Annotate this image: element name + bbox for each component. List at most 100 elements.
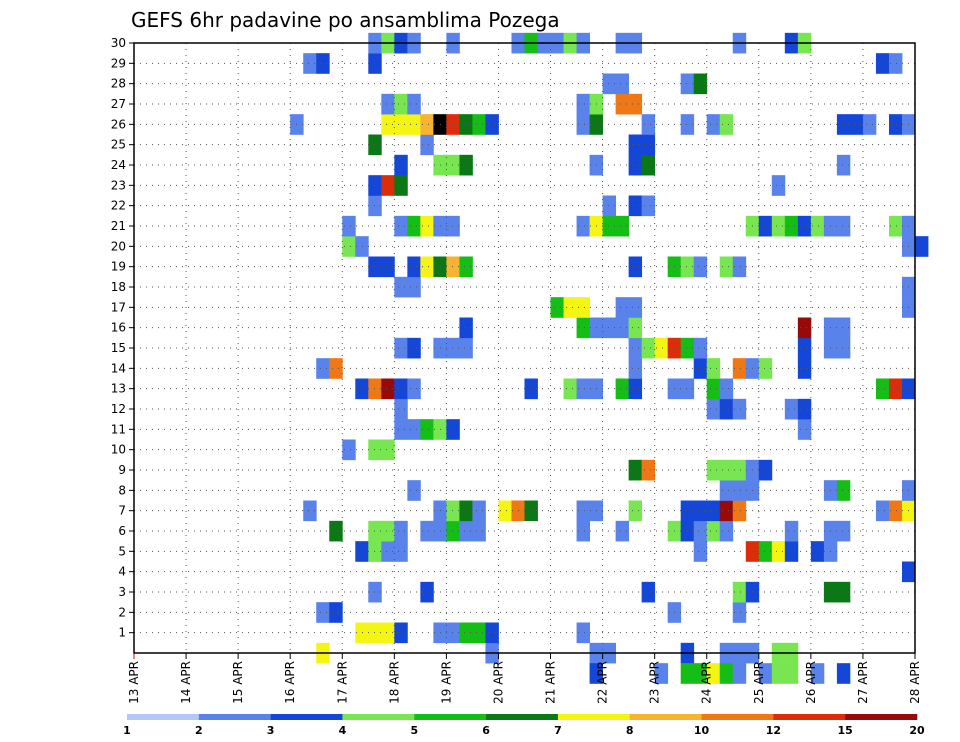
colorbar-tick-label: 20 (909, 724, 925, 737)
data-cell (368, 581, 382, 603)
data-cell (797, 358, 812, 379)
data-cell (576, 520, 590, 542)
data-cell (784, 663, 799, 684)
data-cell (836, 317, 851, 339)
data-cell (472, 520, 486, 542)
data-cell (459, 500, 473, 522)
data-cell (797, 215, 812, 237)
y-tick-label: 19 (111, 260, 126, 274)
data-cell (680, 663, 695, 684)
data-cell (381, 175, 395, 196)
data-cell (758, 663, 773, 684)
data-cell (628, 134, 643, 156)
colorbar-swatch (270, 714, 343, 720)
data-cell (342, 439, 356, 461)
data-cell (368, 439, 382, 461)
y-tick-label: 8 (118, 483, 126, 497)
data-cell (615, 215, 630, 237)
data-cell (459, 114, 473, 135)
data-cell (784, 541, 799, 562)
y-tick-label: 26 (111, 117, 126, 131)
y-tick-label: 12 (111, 402, 126, 416)
data-cell (836, 520, 851, 542)
colorbar-tick-label: 2 (195, 724, 203, 737)
data-cell (836, 581, 851, 603)
data-cell (446, 337, 460, 359)
data-cell (576, 114, 590, 135)
y-tick-label: 11 (111, 422, 126, 436)
data-cell (446, 215, 460, 237)
plot-frame (133, 42, 916, 654)
y-tick-label: 29 (111, 56, 126, 70)
data-cell (459, 622, 473, 644)
data-cell (368, 175, 382, 196)
data-cell (680, 73, 695, 95)
y-tick-label: 27 (111, 97, 126, 111)
data-cell (706, 500, 721, 522)
data-cell (342, 215, 356, 237)
data-cell (836, 154, 851, 176)
data-cell (368, 134, 382, 156)
data-cell (459, 520, 473, 542)
data-cell (407, 114, 421, 135)
data-cell (446, 256, 460, 278)
data-cell (615, 73, 630, 95)
colorbar-swatch (701, 714, 774, 720)
y-tick-label: 1 (118, 626, 126, 640)
data-cell (810, 663, 825, 684)
y-tick-label: 2 (118, 605, 126, 619)
x-tick-label: 15 APR (231, 661, 245, 704)
y-tick-label: 10 (111, 443, 126, 457)
data-cell (641, 195, 656, 217)
data-cell (394, 622, 408, 644)
data-cell (719, 378, 734, 400)
data-cell (472, 114, 486, 135)
data-cell (381, 541, 395, 562)
data-cell (875, 53, 890, 74)
data-cell (771, 541, 786, 562)
data-cell (758, 358, 773, 379)
data-cell (732, 663, 747, 684)
data-cell (407, 215, 421, 237)
data-cell (628, 358, 643, 379)
data-cell (394, 154, 408, 176)
data-cell (784, 520, 799, 542)
data-cell (771, 663, 786, 684)
data-cell (329, 520, 343, 542)
data-cell (810, 541, 825, 562)
y-tick-label: 14 (111, 361, 126, 375)
data-cell (303, 53, 317, 74)
data-cell (888, 215, 903, 237)
data-cell (693, 520, 708, 542)
y-tick-label: 18 (111, 280, 126, 294)
x-axis-ticks: 13 APR 14 APR 15 APR 16 APR 17 APR 18 APR 19 A… (127, 653, 922, 704)
data-cell (381, 114, 395, 135)
data-cell (394, 337, 408, 359)
data-cell (862, 114, 877, 135)
data-cell (394, 175, 408, 196)
data-cell (472, 622, 486, 644)
data-cell (719, 398, 734, 420)
data-cell (355, 541, 369, 562)
colorbar-tick-label: 8 (626, 724, 634, 737)
colorbar-tick-label: 5 (410, 724, 418, 737)
data-cell (693, 663, 708, 684)
data-cell (693, 256, 708, 278)
data-cell (368, 53, 382, 74)
data-cell (407, 93, 421, 115)
y-tick-label: 30 (111, 36, 126, 50)
data-cell (706, 358, 721, 379)
y-tick-label: 4 (118, 565, 126, 579)
data-cell (836, 337, 851, 359)
data-cell (420, 114, 434, 135)
x-tick-label: 17 APR (335, 661, 349, 704)
data-cell (680, 520, 695, 542)
data-cell (407, 256, 421, 278)
data-cell (615, 520, 630, 542)
x-tick-label: 28 APR (908, 661, 922, 704)
data-cell (576, 378, 590, 400)
colorbar-tick-label: 15 (838, 724, 853, 737)
data-cell (706, 398, 721, 420)
data-cell (420, 581, 434, 603)
data-cell (303, 500, 317, 522)
